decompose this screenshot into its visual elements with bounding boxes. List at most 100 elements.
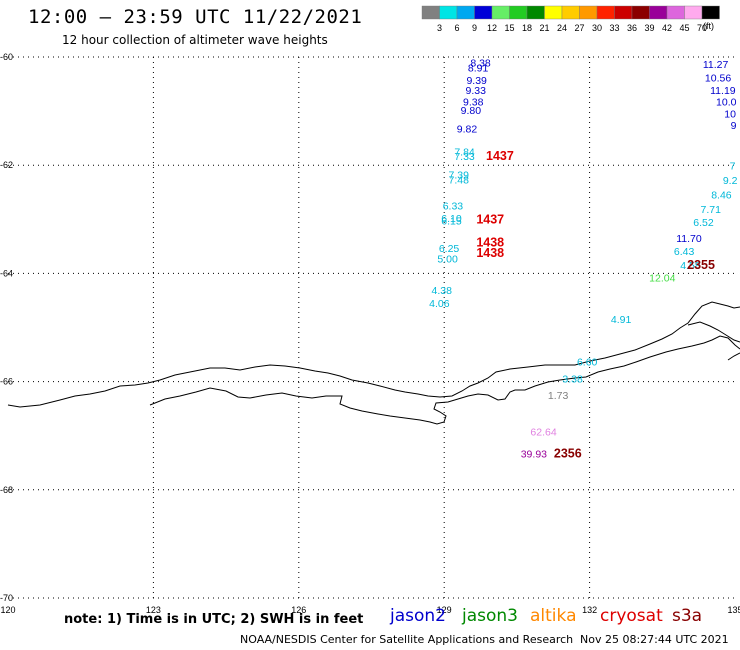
legend-bin-label: 9 <box>472 23 477 33</box>
wave-height-value: 9.38 <box>463 97 484 109</box>
legend-unit-label: (ft) <box>703 21 714 31</box>
lon-tick-label: 132 <box>582 605 597 615</box>
pass-time-value: 2356 <box>554 446 582 460</box>
page-title: 12:00 – 23:59 UTC 11/22/2021 <box>28 6 363 28</box>
pass-time-labels: 1437143714381438235512356 <box>476 149 715 461</box>
antarctic-coastline <box>7 301 740 425</box>
wave-height-value: 62.64 <box>530 427 556 439</box>
legend-bin-label: 27 <box>574 23 584 33</box>
wave-height-value: 6.52 <box>693 217 714 229</box>
credit-line: NOAA/NESDIS Center for Satellite Applica… <box>240 633 574 646</box>
legend-bin-label: 3 <box>437 23 442 33</box>
wave-height-value: 12.04 <box>649 273 675 285</box>
legend-satellite-jason3: jason3 <box>462 606 518 626</box>
legend-bin-label: 39 <box>644 23 654 33</box>
wave-height-value: 11.19 <box>710 85 736 97</box>
wave-height-value: 10 <box>724 109 736 121</box>
coastline-east-edge <box>727 352 740 361</box>
lat-tick-label: -68 <box>0 485 13 495</box>
coastline-main <box>7 301 740 408</box>
axis-tick-labels: 120 123 126 129 132 135 -60 -62 -64 -66 -68 -70 <box>0 52 740 615</box>
wave-height-value: 10.56 <box>705 72 731 84</box>
wave-height-value: 7 <box>730 161 736 173</box>
lon-tick-label: 126 <box>291 605 306 615</box>
wave-height-value: 7.84 <box>454 146 475 158</box>
legend-bin-label: 24 <box>557 23 567 33</box>
wave-height-value: 11.27 <box>703 59 729 71</box>
lat-tick-label: -64 <box>0 268 13 278</box>
page-subtitle: 12 hour collection of altimeter wave hei… <box>62 33 328 47</box>
wave-height-value: 9.82 <box>457 124 478 136</box>
wave-height-value: 7.39 <box>449 170 470 182</box>
pass-time-value: 1437 <box>476 213 504 227</box>
wave-height-value: 6.15 <box>441 216 462 228</box>
wave-height-labels: 8.388.919.399.339.389.80 9.82 7.847.33 7.39… <box>429 58 737 461</box>
pass-time-value: 2355 <box>687 258 715 272</box>
legend-bin-label: 21 <box>539 23 549 33</box>
legend-swatch <box>579 5 598 20</box>
legend-bin-label: 6 <box>454 23 459 33</box>
legend-bin-label: 30 <box>592 23 602 33</box>
wave-height-value: 8.91 <box>468 63 489 75</box>
legend-swatch <box>649 5 668 20</box>
legend-swatch <box>561 5 580 20</box>
wave-height-value: 4.91 <box>611 314 632 326</box>
legend-swatch <box>509 5 528 20</box>
legend-swatch <box>491 5 510 20</box>
legend-bin-label: 18 <box>522 23 532 33</box>
pass-time-value: 1438 <box>476 235 504 249</box>
lat-tick-label: -66 <box>0 377 13 387</box>
wave-height-value: 11.70 <box>676 233 702 245</box>
lon-tick-label: 123 <box>146 605 161 615</box>
wave-height-value: 9.2 <box>723 175 738 187</box>
legend-satellite-jason2: jason2 <box>390 606 446 626</box>
generation-timestamp: Nov 25 08:27:44 UTC 2021 <box>580 633 729 646</box>
legend-swatch <box>701 5 720 20</box>
legend-satellite-altika: altika <box>530 606 577 626</box>
wave-height-value: 5.00 <box>437 254 458 266</box>
legend-swatch <box>684 5 703 20</box>
grid-lines <box>8 56 735 599</box>
wave-height-value: 6.10 <box>441 213 462 225</box>
legend-swatch <box>596 5 615 20</box>
wave-height-value: 7.71 <box>701 204 722 216</box>
legend-swatch <box>421 5 440 20</box>
wave-height-value: 9 <box>731 120 737 132</box>
legend-swatch <box>474 5 493 20</box>
lat-tick-label: -60 <box>0 52 13 62</box>
legend-bin-label: 33 <box>609 23 619 33</box>
lat-tick-label: -62 <box>0 160 13 170</box>
wave-height-value: 8.38 <box>470 58 491 70</box>
wave-height-value: 10.0 <box>716 97 737 109</box>
legend-swatch <box>456 5 475 20</box>
legend-swatch <box>526 5 545 20</box>
legend-swatch <box>614 5 633 20</box>
legend-bin-label: 36 <box>627 23 637 33</box>
wave-height-value: 4.38 <box>432 285 453 297</box>
wave-height-value: 6.43 <box>674 246 695 258</box>
wave-height-value: 4.06 <box>429 298 450 310</box>
wave-height-value: 9.80 <box>461 105 482 117</box>
wave-height-value: 7.48 <box>449 175 470 187</box>
wave-height-value: 6.33 <box>443 201 464 213</box>
lon-tick-label: 129 <box>437 605 452 615</box>
wave-height-value: 4.58 <box>680 260 701 272</box>
legend-swatch <box>544 5 563 20</box>
legend-satellite-cryosat: cryosat <box>600 606 663 626</box>
wave-height-value: 8.46 <box>711 190 732 202</box>
wave-height-value: 3.38 <box>562 374 583 386</box>
wave-height-value: 9.33 <box>465 85 486 97</box>
legend-swatch <box>439 5 458 20</box>
wave-height-value: 1.73 <box>548 390 569 402</box>
legend-bin-label: 12 <box>487 23 497 33</box>
legend-satellite-s3a: s3a <box>672 606 703 626</box>
color-legend: 3 6 9 12 15 18 21 24 27 30 33 36 39 42 45 70 (ft) <box>421 5 720 33</box>
wave-height-value: 7.33 <box>454 151 475 163</box>
wave-height-value: 6.60 <box>577 356 598 368</box>
footer-note: note: 1) Time is in UTC; 2) SWH is in fe… <box>64 612 364 627</box>
coastline-ice-shelf <box>149 335 740 425</box>
lon-tick-label: 135 <box>727 605 740 615</box>
pass-time-value: 1437 <box>486 149 514 163</box>
legend-bin-label: 45 <box>679 23 689 33</box>
